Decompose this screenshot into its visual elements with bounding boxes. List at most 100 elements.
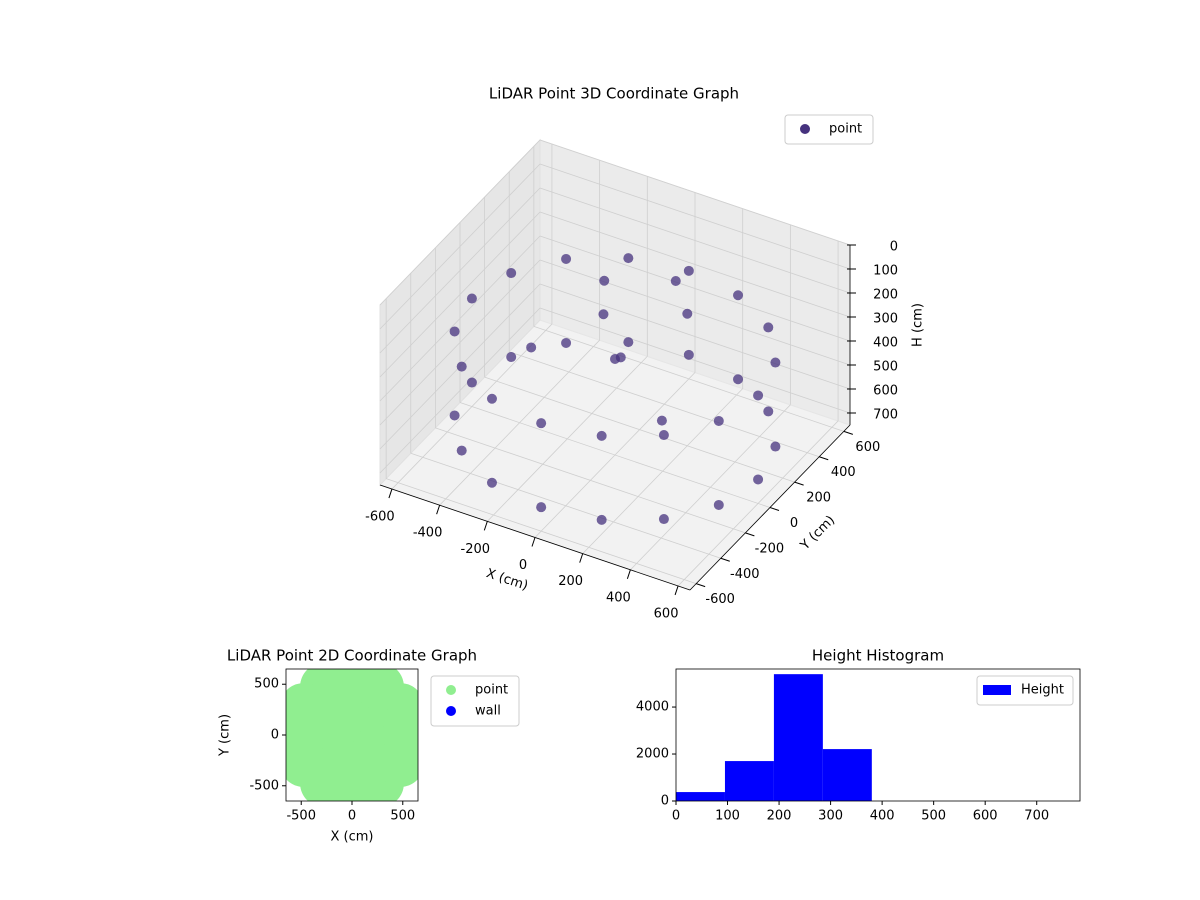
grid-line <box>533 325 844 432</box>
grid-line <box>379 211 541 378</box>
tick-mark <box>720 557 730 562</box>
x-tick-label: -500 <box>286 809 316 824</box>
legend-label: Height <box>1021 683 1064 698</box>
tick-mark <box>436 505 441 515</box>
grid-line <box>539 307 851 414</box>
x-tick-label: 100 <box>715 809 740 824</box>
point <box>733 290 744 301</box>
x-tick-label: 600 <box>973 809 998 824</box>
point <box>506 268 517 279</box>
point <box>753 474 764 485</box>
point <box>561 253 572 264</box>
y-tick-label: 600 <box>855 440 880 455</box>
tick-mark <box>674 585 679 596</box>
point <box>623 253 634 264</box>
grid-line <box>459 402 771 508</box>
point <box>763 406 774 417</box>
grid-line <box>539 283 851 390</box>
grid-line <box>379 139 541 306</box>
grid-line <box>509 351 820 458</box>
x-tick-label: 300 <box>818 809 843 824</box>
x-tick-label: 400 <box>870 809 895 824</box>
point <box>770 357 781 368</box>
x-tick-label: 600 <box>654 606 679 621</box>
x-tick-label: -200 <box>461 542 491 557</box>
legend-marker <box>983 685 1011 695</box>
z-axis-label: H (cm) <box>911 303 926 347</box>
bar <box>676 792 725 801</box>
point <box>770 441 781 452</box>
plot-area <box>286 669 418 801</box>
point <box>683 265 694 276</box>
y-tick-label: 2000 <box>636 747 669 762</box>
grid-line <box>379 163 541 330</box>
x-tick-label: 200 <box>558 574 583 589</box>
bar <box>773 674 823 801</box>
point <box>713 499 724 510</box>
bar <box>724 761 774 801</box>
z-tick-label: 600 <box>873 384 898 399</box>
legend-marker <box>800 124 810 134</box>
legend-marker <box>446 685 456 695</box>
axes-frame <box>675 668 1081 802</box>
y-tick-label: 500 <box>254 677 279 692</box>
point <box>466 377 477 388</box>
y-tick-label: -500 <box>249 778 279 793</box>
tick-mark <box>695 583 706 588</box>
legend-label: point <box>829 122 862 137</box>
grid-line <box>539 211 851 318</box>
y-tick-label: -200 <box>755 541 785 556</box>
grid-line <box>410 452 721 559</box>
grid-line <box>379 235 541 402</box>
tick-mark <box>579 553 584 563</box>
point <box>466 293 477 304</box>
grid-line <box>379 259 541 426</box>
point <box>713 415 724 426</box>
legend-box <box>976 675 1074 706</box>
y-tick-label: 400 <box>831 465 856 480</box>
z-tick-label: 400 <box>873 336 898 351</box>
point <box>486 477 497 488</box>
point <box>656 415 667 426</box>
x-tick-label: -400 <box>413 526 443 541</box>
tick-mark <box>531 537 536 547</box>
axis-line <box>379 484 691 591</box>
point <box>596 430 607 441</box>
x-tick-label: 0 <box>672 809 680 824</box>
point <box>456 361 467 372</box>
tick-mark <box>819 456 829 461</box>
axis-line <box>689 424 851 591</box>
z-tick-label: 500 <box>873 360 898 375</box>
y-tick-label: 0 <box>661 794 669 809</box>
z-tick-label: 0 <box>890 240 898 255</box>
grid-line <box>539 187 851 294</box>
y-axis-label: Y (cm) <box>218 714 233 757</box>
grid-line <box>539 139 851 246</box>
y-tick-label: -400 <box>730 567 760 582</box>
x-axis-label: X (cm) <box>331 830 374 845</box>
grid-line <box>435 427 746 534</box>
point <box>449 326 460 337</box>
point <box>658 514 669 525</box>
point <box>561 337 572 348</box>
point <box>670 276 681 286</box>
grid-line <box>379 187 541 354</box>
tick-mark <box>843 430 854 435</box>
grid-line <box>539 259 851 366</box>
z-tick-label: 300 <box>873 312 898 327</box>
y-tick-label: -600 <box>705 592 735 607</box>
legend-marker <box>446 706 456 716</box>
point <box>376 738 418 787</box>
point <box>658 430 669 441</box>
tick-mark <box>769 507 780 511</box>
tick-mark <box>388 488 393 499</box>
grid-line <box>386 478 697 585</box>
point <box>683 349 694 360</box>
point <box>733 374 744 385</box>
y-tick-label: 4000 <box>636 700 669 715</box>
x-tick-label: -600 <box>365 510 395 525</box>
z-tick-label: 100 <box>873 264 898 279</box>
legend-box <box>784 114 874 145</box>
point <box>598 309 609 320</box>
